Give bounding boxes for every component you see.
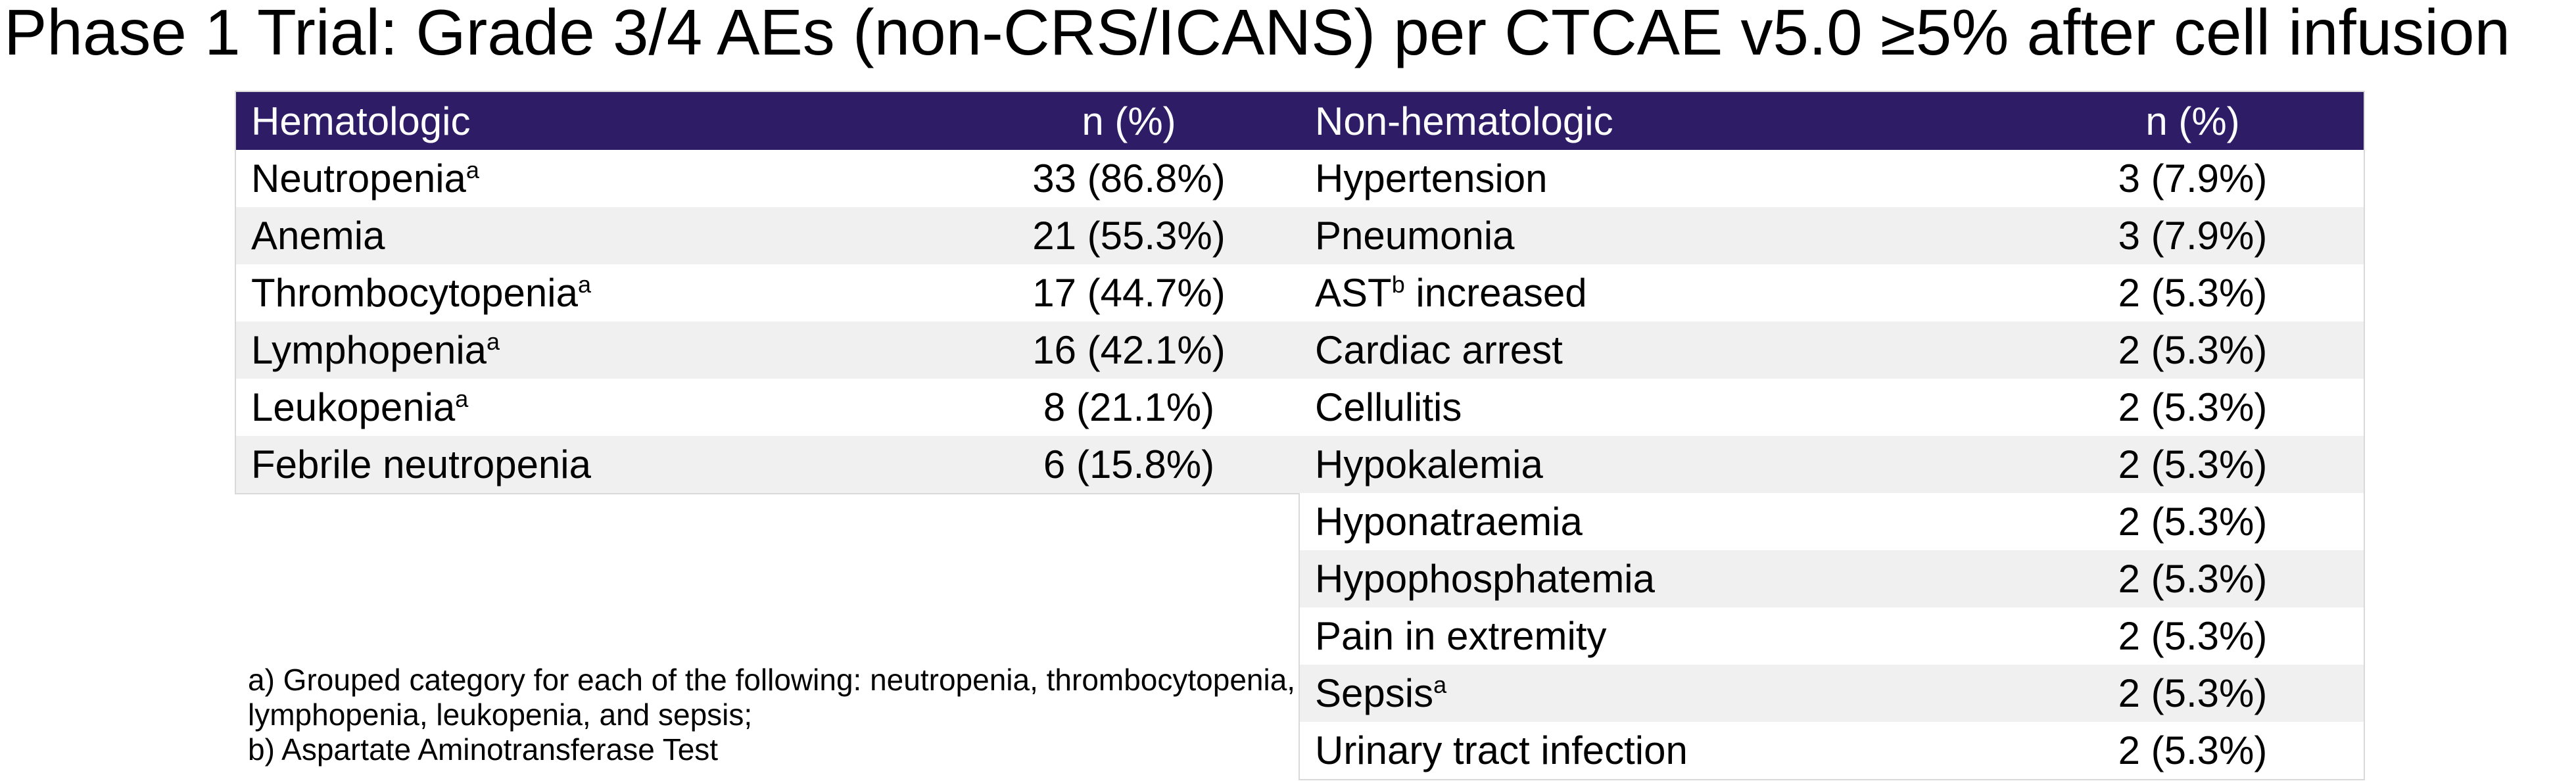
row-label: Cardiac arrest — [1300, 327, 2022, 373]
row-label-text: Sepsis — [1315, 671, 1434, 715]
footnote-line: a) Grouped category for each of the foll… — [248, 663, 1296, 697]
row-superscript: a — [455, 385, 469, 412]
row-label: Hypokalemia — [1300, 442, 2022, 487]
row-value: 2 (5.3%) — [2118, 442, 2268, 486]
row-label-text: Pain in extremity — [1315, 614, 1607, 658]
row-label-text: Anemia — [251, 214, 385, 258]
table-row: Hypokalemia 2 (5.3%) — [1300, 436, 2364, 493]
table-row: Urinary tract infection 2 (5.3%) — [1300, 722, 2364, 779]
footnote-line: lymphopenia, leukopenia, and sepsis; — [248, 698, 753, 732]
table-row: ASTb increased 2 (5.3%) — [1300, 264, 2364, 321]
row-value: 16 (42.1%) — [1032, 328, 1226, 372]
table-row: Hypertension 3 (7.9%) — [1300, 150, 2364, 207]
row-label-text: Neutropenia — [251, 156, 466, 201]
table-row: Lymphopeniaa 16 (42.1%) — [236, 321, 1300, 379]
row-value: 6 (15.8%) — [1043, 442, 1215, 486]
table-row: Febrile neutropenia 6 (15.8%) — [236, 436, 1300, 493]
row-value: 8 (21.1%) — [1043, 385, 1215, 429]
row-value: 3 (7.9%) — [2118, 214, 2268, 258]
row-label-text: Cellulitis — [1315, 385, 1462, 429]
row-label: Hypertension — [1300, 156, 2022, 201]
non-hematologic-table-header: Non-hematologic n (%) — [1300, 92, 2364, 150]
row-superscript: b — [1391, 271, 1405, 298]
row-label: ASTb increased — [1300, 270, 2022, 316]
table-row: Thrombocytopeniaa 17 (44.7%) — [236, 264, 1300, 321]
row-value: 2 (5.3%) — [2118, 728, 2268, 772]
row-value: 17 (44.7%) — [1032, 271, 1226, 315]
row-label: Hyponatraemia — [1300, 499, 2022, 544]
row-superscript: a — [487, 328, 500, 355]
page-title: Phase 1 Trial: Grade 3/4 AEs (non-CRS/IC… — [4, 0, 2511, 68]
row-label: Hypophosphatemia — [1300, 556, 2022, 602]
row-superscript: a — [1433, 671, 1447, 698]
row-label: Pneumonia — [1300, 213, 2022, 258]
row-label: Leukopeniaa — [236, 385, 958, 430]
row-label-suffix: increased — [1404, 271, 1587, 315]
table-row: Pneumonia 3 (7.9%) — [1300, 207, 2364, 264]
row-label: Anemia — [236, 213, 958, 258]
row-label-text: AST — [1315, 271, 1392, 315]
table-border-segment — [1299, 493, 1300, 780]
hematologic-column-header: Hematologic — [251, 99, 471, 143]
row-label-text: Febrile neutropenia — [251, 442, 592, 486]
row-label: Pain in extremity — [1300, 613, 2022, 659]
row-value: 2 (5.3%) — [2118, 671, 2268, 715]
row-value: 2 (5.3%) — [2118, 614, 2268, 658]
row-value: 3 (7.9%) — [2118, 156, 2268, 201]
table-row: Pain in extremity 2 (5.3%) — [1300, 607, 2364, 665]
row-label-text: Hypokalemia — [1315, 442, 1543, 486]
table-row: Anemia 21 (55.3%) — [236, 207, 1300, 264]
row-label-text: Pneumonia — [1315, 214, 1515, 258]
row-label-text: Hypophosphatemia — [1315, 557, 1656, 601]
hematologic-table: Hematologic n (%) Neutropeniaa 33 (86.8%… — [235, 91, 1300, 494]
row-value: 2 (5.3%) — [2118, 500, 2268, 544]
table-row: Neutropeniaa 33 (86.8%) — [236, 150, 1300, 207]
table-row: Sepsisa 2 (5.3%) — [1300, 665, 2364, 722]
table-row: Hypophosphatemia 2 (5.3%) — [1300, 550, 2364, 607]
row-label-text: Thrombocytopenia — [251, 271, 578, 315]
footnote-line: b) Aspartate Aminotransferase Test — [248, 732, 719, 767]
row-label-text: Hyponatraemia — [1315, 500, 1583, 544]
table-row: Cardiac arrest 2 (5.3%) — [1300, 321, 2364, 379]
row-label: Urinary tract infection — [1300, 728, 2022, 773]
hematologic-npct-column-header: n (%) — [1082, 99, 1176, 143]
row-label-text: Urinary tract infection — [1315, 728, 1688, 772]
table-row: Leukopeniaa 8 (21.1%) — [236, 379, 1300, 436]
row-superscript: a — [465, 156, 479, 183]
row-superscript: a — [577, 271, 591, 298]
row-value: 33 (86.8%) — [1032, 156, 1226, 201]
row-value: 2 (5.3%) — [2118, 385, 2268, 429]
non-hematologic-npct-column-header: n (%) — [2145, 99, 2240, 143]
row-label: Febrile neutropenia — [236, 442, 958, 487]
hematologic-table-header: Hematologic n (%) — [236, 92, 1300, 150]
non-hematologic-column-header: Non-hematologic — [1315, 99, 1613, 143]
row-label: Sepsisa — [1300, 671, 2022, 716]
row-value: 21 (55.3%) — [1032, 214, 1226, 258]
row-value: 2 (5.3%) — [2118, 557, 2268, 601]
row-label: Thrombocytopeniaa — [236, 270, 958, 316]
row-label-text: Cardiac arrest — [1315, 328, 1563, 372]
row-label: Lymphopeniaa — [236, 327, 958, 373]
footnotes: a) Grouped category for each of the foll… — [248, 663, 1295, 767]
row-label-text: Leukopenia — [251, 385, 456, 429]
table-row: Cellulitis 2 (5.3%) — [1300, 379, 2364, 436]
row-label: Cellulitis — [1300, 385, 2022, 430]
row-label-text: Hypertension — [1315, 156, 1548, 201]
table-row: Hyponatraemia 2 (5.3%) — [1300, 493, 2364, 550]
non-hematologic-table: Non-hematologic n (%) Hypertension 3 (7.… — [1300, 91, 2365, 780]
row-label-text: Lymphopenia — [251, 328, 487, 372]
row-value: 2 (5.3%) — [2118, 271, 2268, 315]
row-label: Neutropeniaa — [236, 156, 958, 201]
row-value: 2 (5.3%) — [2118, 328, 2268, 372]
